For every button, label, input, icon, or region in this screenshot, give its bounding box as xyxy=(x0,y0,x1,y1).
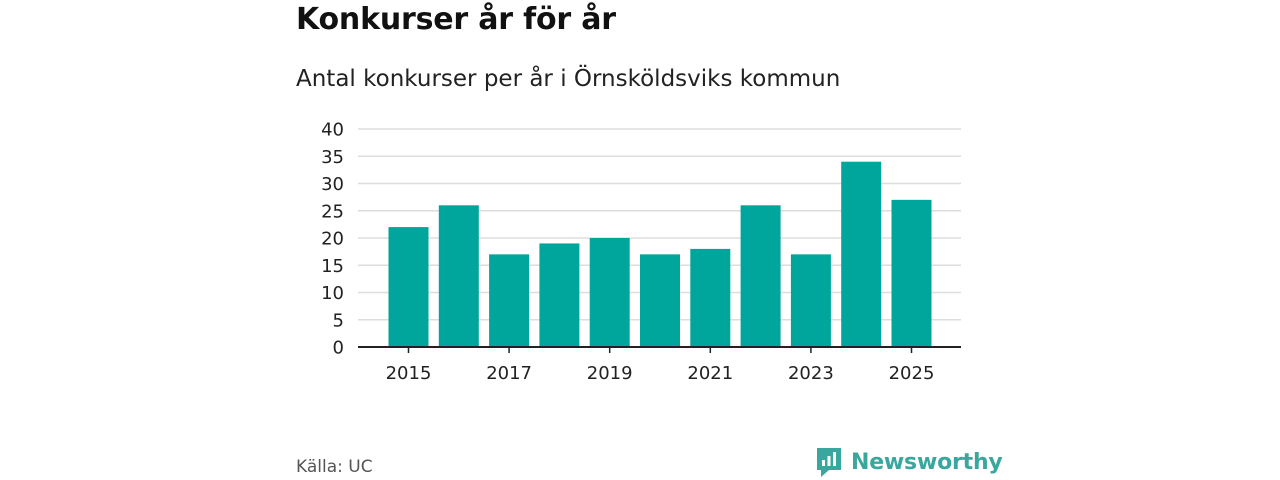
chart-subtitle: Antal konkurser per år i Örnsköldsviks k… xyxy=(296,66,841,92)
y-tick-label-5: 5 xyxy=(333,310,344,331)
y-tick-label-30: 30 xyxy=(321,174,344,195)
y-tick-label-25: 25 xyxy=(321,201,344,222)
y-tick-label-10: 10 xyxy=(321,283,344,304)
y-axis-labels: 0 5 10 15 20 25 30 35 40 xyxy=(321,120,344,359)
x-axis: 2015 2017 2019 2021 2023 2025 xyxy=(358,346,961,384)
y-tick-label-35: 35 xyxy=(321,147,344,168)
bar-2023 xyxy=(790,254,831,347)
x-tick-label-2015: 2015 xyxy=(386,363,432,384)
bar-2022 xyxy=(740,205,781,347)
bar-2024 xyxy=(841,161,882,347)
bar-2016 xyxy=(438,205,479,347)
y-tick-label-20: 20 xyxy=(321,229,344,250)
x-tick-label-2021: 2021 xyxy=(687,363,733,384)
bars xyxy=(388,161,932,347)
bar-2017 xyxy=(489,254,530,347)
brand-name: Newsworthy xyxy=(851,449,1003,475)
chart-title: Konkurser år för år xyxy=(296,2,616,37)
bar-2021 xyxy=(690,248,731,347)
x-tick-label-2025: 2025 xyxy=(889,363,935,384)
x-tick-label-2023: 2023 xyxy=(788,363,834,384)
x-tick-label-2019: 2019 xyxy=(587,363,633,384)
bar-2015 xyxy=(388,227,429,347)
y-tick-label-0: 0 xyxy=(333,338,344,359)
newsworthy-icon xyxy=(817,448,841,477)
brand-logo: Newsworthy xyxy=(815,446,1003,478)
bar-2025 xyxy=(891,199,932,347)
bar-2019 xyxy=(589,238,630,347)
bar-2020 xyxy=(640,254,680,347)
y-tick-label-15: 15 xyxy=(321,256,344,277)
bar-2018 xyxy=(539,243,580,347)
y-tick-label-40: 40 xyxy=(321,120,344,141)
x-tick-label-2017: 2017 xyxy=(486,363,532,384)
source-note: Källa: UC xyxy=(296,457,373,477)
